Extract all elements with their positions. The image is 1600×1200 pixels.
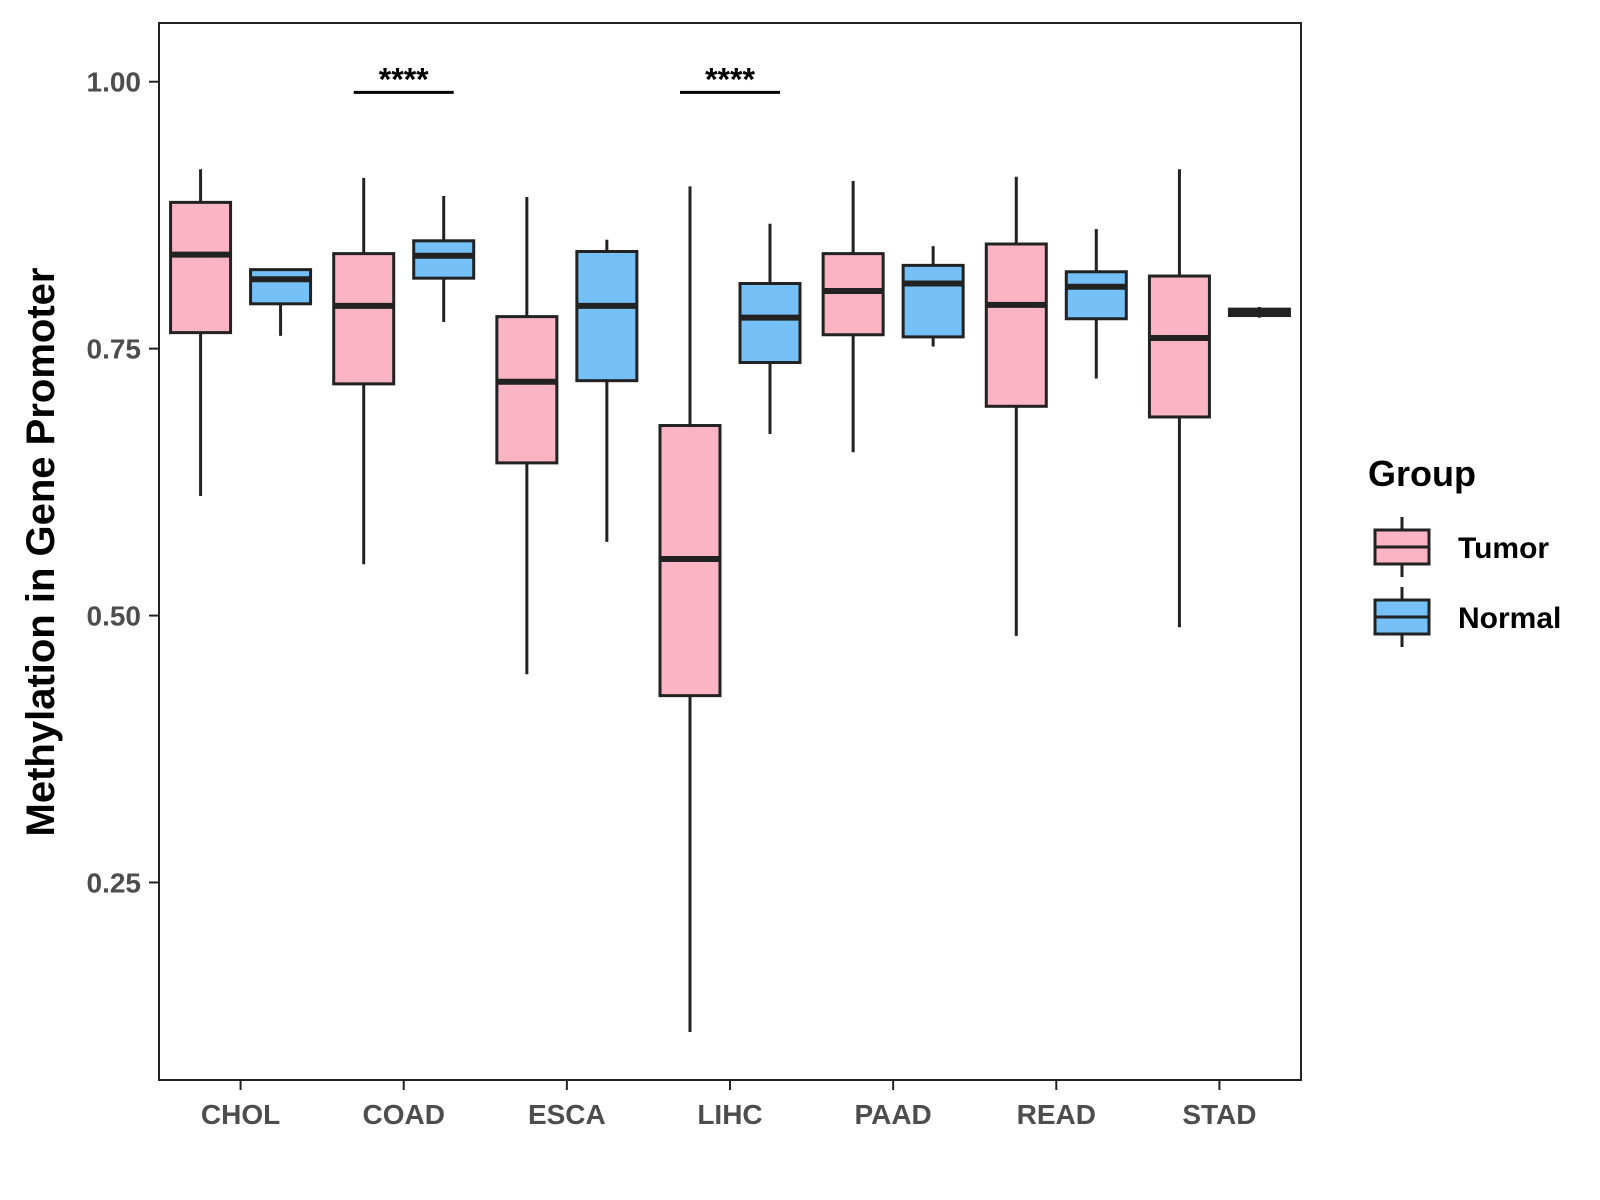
box-normal-chol	[249, 268, 313, 336]
box-tumor-lihc	[658, 186, 722, 1032]
box-tumor-paad	[821, 181, 885, 453]
y-tick-label: 1.00	[87, 67, 142, 98]
box-normal-lihc	[738, 223, 802, 435]
box-iqr	[169, 200, 233, 335]
significance-annotations: **** ****	[353, 61, 780, 97]
y-axis: 0.25 0.50 0.75 1.00	[87, 67, 159, 898]
box-normal-coad	[412, 195, 476, 322]
x-axis: CHOL COAD ESCA LIHC PAAD READ STAD	[201, 1080, 1257, 1130]
legend-label-tumor: Tumor	[1458, 532, 1549, 565]
box-iqr	[249, 268, 313, 306]
x-tick-label: PAAD	[855, 1099, 932, 1130]
box-normal-paad	[901, 246, 965, 347]
box-iqr	[821, 252, 885, 337]
y-tick-label: 0.75	[87, 334, 142, 365]
box-tumor-coad	[332, 177, 396, 565]
significance-stars: ****	[379, 61, 429, 97]
x-tick-label: STAD	[1182, 1099, 1256, 1130]
chart-marks	[169, 169, 1291, 1032]
box-normal-read	[1064, 229, 1128, 379]
box-tumor-chol	[169, 169, 233, 496]
box-iqr	[984, 242, 1048, 408]
box-iqr	[495, 315, 559, 465]
legend-label-normal: Normal	[1458, 602, 1561, 635]
box-iqr	[332, 252, 396, 386]
box-iqr	[1147, 274, 1211, 419]
legend: Group Tumor Normal	[1368, 453, 1561, 647]
box-iqr	[575, 249, 639, 383]
box-iqr	[738, 282, 802, 365]
y-axis-title: Methylation in Gene Promoter	[19, 268, 63, 837]
x-tick-label: COAD	[362, 1099, 444, 1130]
box-normal-stad	[1227, 307, 1291, 318]
box-tumor-esca	[495, 197, 559, 675]
box-tumor-read	[984, 176, 1048, 636]
box-iqr	[1064, 270, 1128, 321]
box-tumor-stad	[1147, 169, 1211, 628]
x-tick-label: LIHC	[697, 1099, 762, 1130]
box-iqr	[412, 239, 476, 280]
x-tick-label: ESCA	[528, 1099, 606, 1130]
plot-panel	[158, 22, 1302, 1081]
box-iqr	[901, 263, 965, 339]
x-tick-label: READ	[1017, 1099, 1096, 1130]
significance-stars: ****	[705, 61, 755, 97]
y-tick-label: 0.50	[87, 601, 142, 632]
x-tick-label: CHOL	[201, 1099, 280, 1130]
series-normal	[249, 195, 1291, 542]
y-tick-label: 0.25	[87, 867, 142, 898]
box-normal-esca	[575, 239, 639, 542]
series-tumor	[169, 169, 1211, 1032]
legend-title: Group	[1368, 453, 1476, 494]
